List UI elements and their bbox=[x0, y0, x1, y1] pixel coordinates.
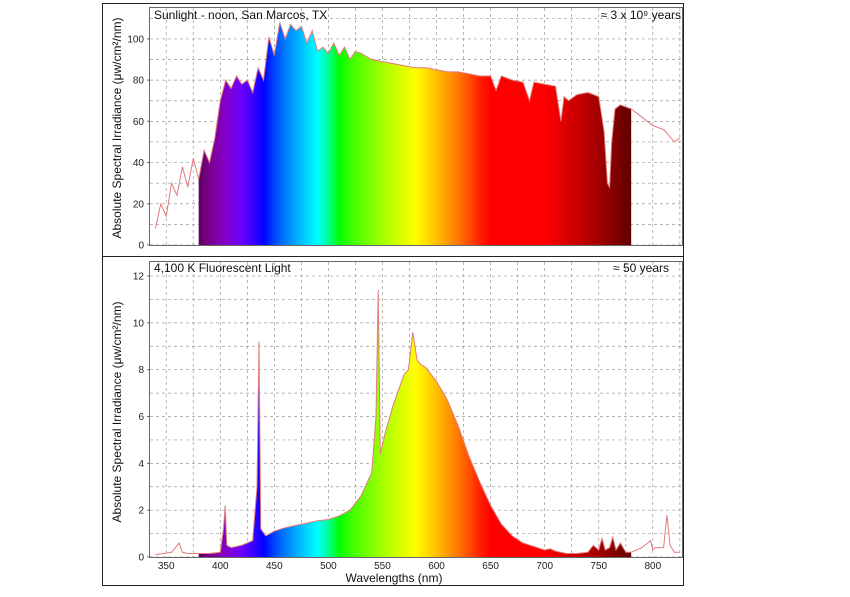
fluorescent-panel: 0 2 4 6 8 10 12 350 400 450 500 550 600 650 700 750 800… bbox=[110, 261, 682, 585]
y-tick-label: 6 bbox=[138, 412, 144, 423]
sunlight-annotation: ≈ 3 x 10⁹ years bbox=[601, 8, 681, 22]
fluorescent-y-ticks: 0 2 4 6 8 10 12 bbox=[133, 272, 150, 564]
sunlight-y-ticks: 0 20 40 60 80 100 bbox=[127, 34, 150, 252]
fluorescent-panel-title: 4,100 K Fluorescent Light bbox=[154, 261, 291, 275]
x-tick-label: 750 bbox=[590, 561, 607, 572]
fluorescent-series bbox=[155, 290, 680, 557]
x-tick-label: 800 bbox=[644, 561, 661, 572]
x-tick-label: 400 bbox=[212, 561, 229, 572]
sunlight-panel: 0 20 40 60 80 100 Sunlight - noon, San Marcos… bbox=[110, 8, 682, 252]
x-tick-label: 450 bbox=[266, 561, 283, 572]
y-tick-label: 0 bbox=[138, 241, 144, 252]
spectrum-area bbox=[198, 22, 632, 245]
y-tick-label: 12 bbox=[133, 272, 145, 283]
spectrum-area bbox=[198, 290, 632, 557]
sunlight-series bbox=[154, 22, 681, 245]
x-tick-label: 550 bbox=[374, 561, 391, 572]
sunlight-panel-title: Sunlight - noon, San Marcos, TX bbox=[154, 8, 327, 22]
fluorescent-plot-frame bbox=[149, 261, 683, 558]
y-tick-label: 8 bbox=[138, 365, 144, 376]
y-tick-label: 4 bbox=[138, 459, 144, 470]
y-tick-label: 80 bbox=[133, 76, 145, 87]
x-tick-label: 350 bbox=[158, 561, 175, 572]
y-tick-label: 10 bbox=[133, 318, 145, 329]
fluorescent-annotation: ≈ 50 years bbox=[613, 261, 669, 275]
figure-frame bbox=[102, 3, 684, 586]
y-tick-label: 60 bbox=[133, 117, 145, 128]
sunlight-plot-frame bbox=[149, 7, 683, 246]
x-tick-label: 600 bbox=[428, 561, 445, 572]
fluorescent-y-axis-label: Absolute Spectral Irradiance (μw/cm²/nm) bbox=[110, 302, 124, 523]
spectrum-line bbox=[155, 290, 680, 556]
x-tick-label: 650 bbox=[482, 561, 499, 572]
y-tick-label: 100 bbox=[127, 34, 144, 45]
spectrum-line bbox=[154, 22, 681, 229]
y-tick-label: 20 bbox=[133, 199, 145, 210]
y-tick-label: 2 bbox=[138, 506, 144, 517]
x-tick-label: 500 bbox=[320, 561, 337, 572]
x-axis-label: Wavelengths (nm) bbox=[346, 571, 443, 585]
x-tick-label: 700 bbox=[536, 561, 553, 572]
sunlight-y-axis-label: Absolute Spectral Irradiance (μw/cm²/nm) bbox=[110, 18, 124, 239]
fluorescent-x-ticks: 350 400 450 500 550 600 650 700 750 800 bbox=[158, 561, 662, 572]
y-tick-label: 40 bbox=[133, 158, 145, 169]
y-tick-label: 0 bbox=[138, 553, 144, 564]
